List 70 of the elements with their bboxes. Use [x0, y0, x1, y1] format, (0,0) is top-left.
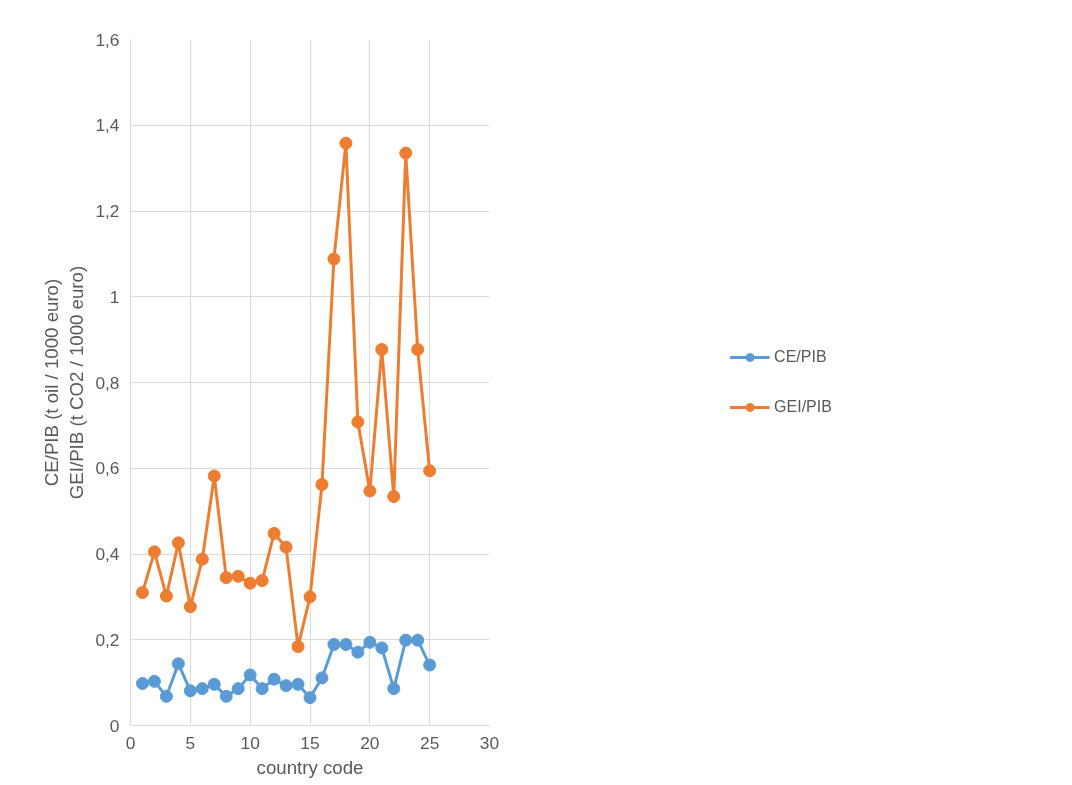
- point: [339, 136, 353, 150]
- point: [363, 484, 377, 498]
- point: [303, 590, 317, 604]
- point: [243, 668, 257, 682]
- point: [267, 526, 281, 540]
- point: [375, 641, 389, 655]
- x-tick-label: 25: [420, 732, 440, 753]
- point: [171, 657, 185, 671]
- y-tick-label: 1,6: [95, 29, 120, 50]
- y-tick-label: 0,8: [95, 372, 120, 393]
- point: [411, 633, 425, 647]
- point: [135, 676, 149, 690]
- point: [351, 415, 365, 429]
- point: [159, 689, 173, 703]
- legend-label: GEI/PIB: [774, 398, 832, 416]
- point: [375, 343, 389, 356]
- point: [219, 689, 233, 703]
- point: [399, 146, 413, 160]
- x-tick-label: 30: [479, 732, 500, 753]
- point: [147, 674, 161, 688]
- point: [279, 679, 293, 693]
- point: [195, 682, 209, 696]
- point: [315, 478, 329, 492]
- point: [303, 691, 317, 705]
- x-tick-label: 15: [300, 732, 320, 753]
- x-axis-title: country code: [256, 756, 364, 778]
- point: [411, 343, 425, 356]
- y-tick-label: 0,2: [95, 629, 120, 650]
- point: [291, 640, 305, 654]
- point: [183, 684, 197, 698]
- point: [387, 490, 401, 504]
- point: [207, 677, 221, 691]
- point: [279, 540, 293, 554]
- y-tick-label: 1,2: [95, 201, 120, 221]
- x-tick-label: 0: [125, 732, 136, 753]
- point: [207, 469, 221, 483]
- point: [327, 637, 341, 651]
- y-axis-title: CE/PIB (t oil / 1000 euro) GEI/PIB (t CO2 / 1000 euro): [41, 265, 88, 500]
- point: [255, 682, 269, 696]
- point: [183, 600, 197, 614]
- point: [159, 589, 173, 603]
- legend-label: CE/PIB: [774, 348, 827, 366]
- point: [387, 682, 401, 696]
- point: [255, 574, 269, 588]
- y-tick-label: 0: [109, 715, 120, 736]
- point: [399, 633, 413, 647]
- y-tick-label: 0,4: [95, 544, 120, 564]
- point: [423, 658, 437, 672]
- y-tick-label: 0,6: [95, 458, 120, 479]
- point: [327, 252, 341, 266]
- point: [267, 672, 281, 686]
- point: [135, 586, 149, 600]
- x-tick-label: 20: [360, 732, 380, 753]
- point: [423, 464, 437, 478]
- point: [363, 635, 377, 649]
- point: [339, 637, 353, 651]
- point: [147, 545, 161, 559]
- point: [315, 671, 329, 685]
- y-tick-label: 1: [109, 286, 120, 307]
- x-tick-label: 10: [240, 732, 260, 753]
- point: [171, 536, 185, 550]
- point: [243, 576, 257, 590]
- x-tick-label: 5: [185, 732, 196, 753]
- point: [231, 682, 245, 696]
- point: [195, 552, 209, 566]
- point: [219, 571, 233, 585]
- point: [291, 677, 305, 691]
- point: [231, 569, 245, 583]
- y-tick-label: 1,4: [95, 115, 120, 136]
- point: [351, 645, 365, 659]
